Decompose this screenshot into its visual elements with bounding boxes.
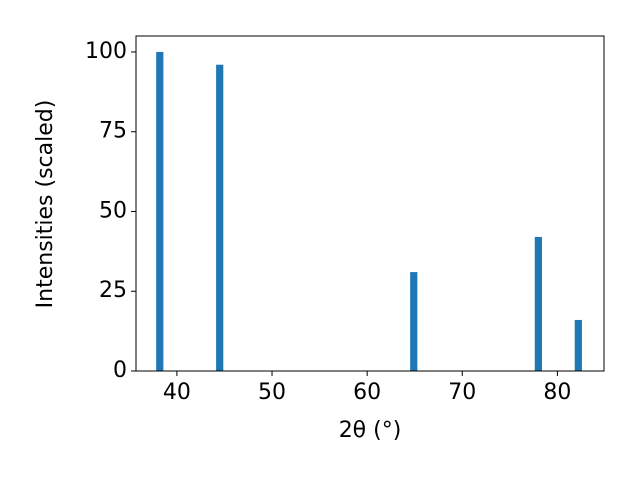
bar (216, 64, 224, 371)
x-tick-label: 60 (353, 380, 381, 405)
bar (156, 51, 164, 371)
x-tick-label: 80 (543, 380, 571, 405)
y-tick-label: 75 (99, 119, 127, 144)
x-tick-label: 40 (163, 380, 191, 405)
bar (534, 237, 542, 371)
x-tick-label: 50 (258, 380, 286, 405)
y-tick-label: 100 (85, 39, 127, 64)
x-tick-label: 70 (448, 380, 476, 405)
x-axis-label: 2θ (°) (339, 418, 402, 443)
y-tick-label: 25 (99, 278, 127, 303)
y-axis-label: Intensities (scaled) (33, 100, 58, 309)
bar (410, 272, 418, 371)
y-tick-label: 50 (99, 198, 127, 223)
y-tick-label: 0 (113, 358, 127, 383)
plot-frame (135, 35, 605, 372)
bar (574, 319, 582, 371)
